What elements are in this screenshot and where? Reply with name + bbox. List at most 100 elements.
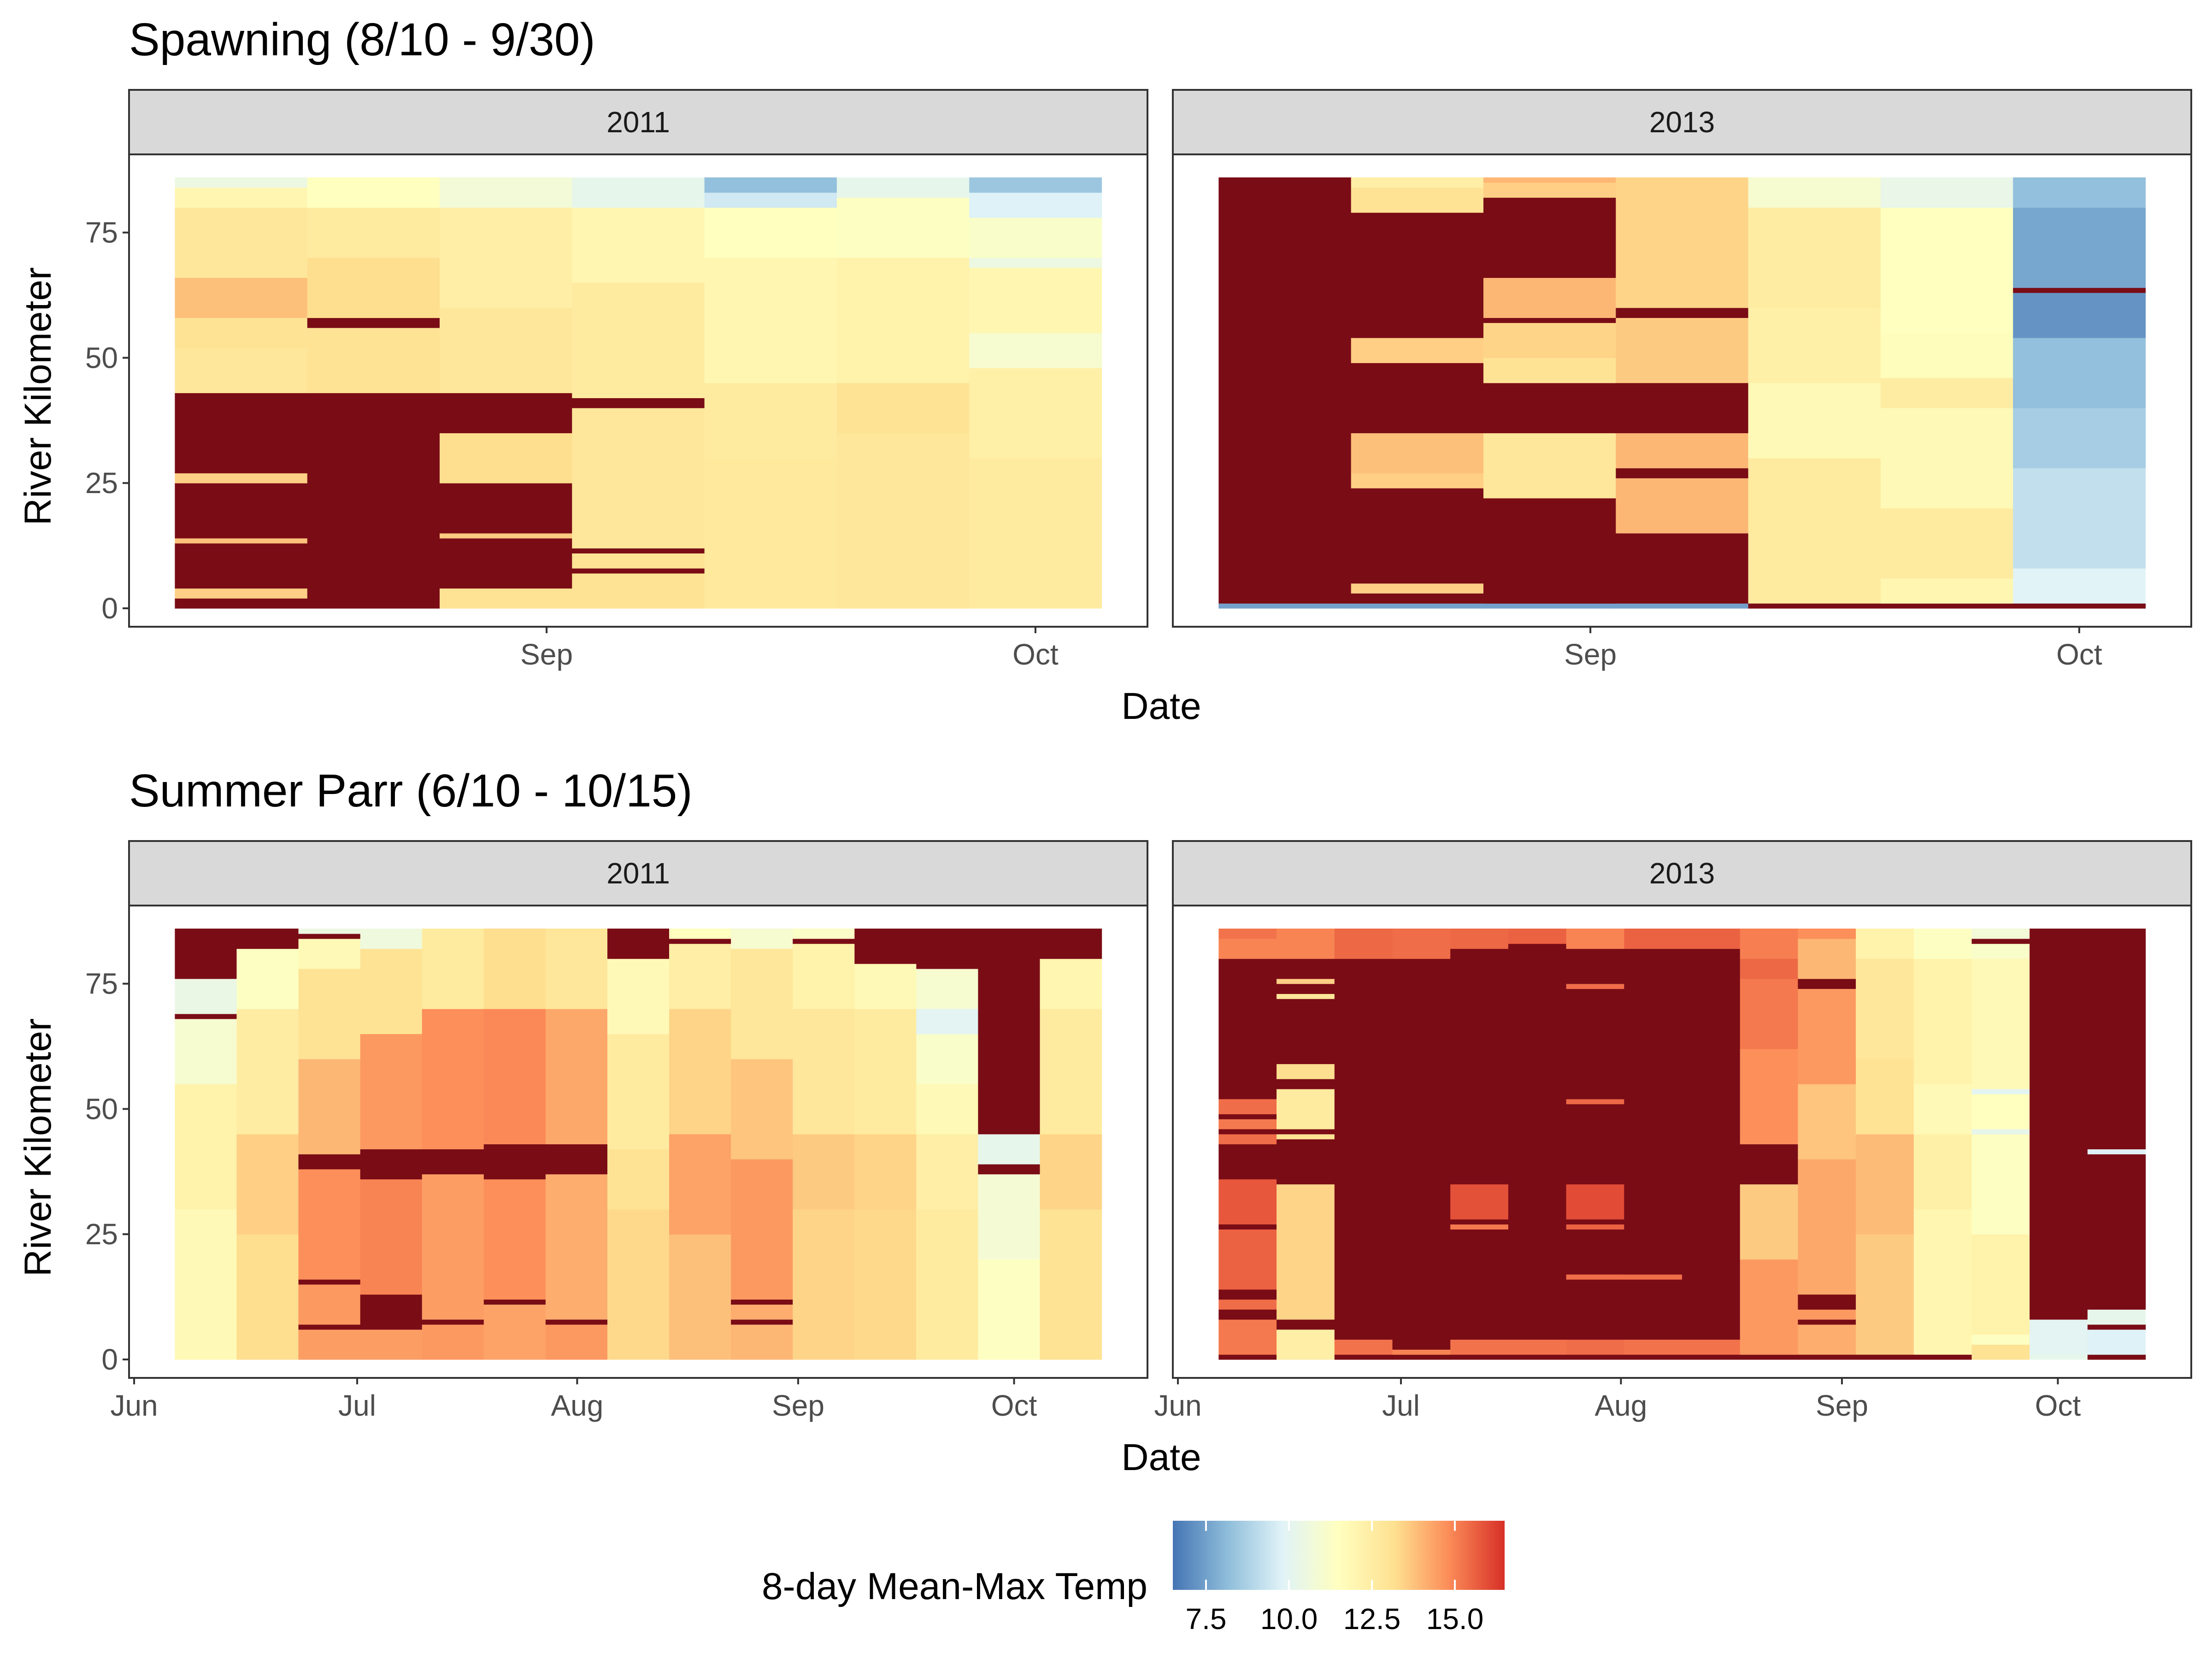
heat-cell (1566, 1354, 1624, 1360)
heat-cell (1483, 498, 1616, 599)
x-tick-label: Sep (1564, 638, 1617, 671)
heat-cell (1392, 1229, 1451, 1250)
heat-cell (298, 929, 361, 934)
heat-cell (731, 1319, 793, 1325)
heat-cell (704, 177, 837, 193)
heat-cell (175, 277, 308, 318)
legend-tick-label: 15.0 (1426, 1602, 1484, 1635)
heat-cell (669, 1234, 731, 1360)
heat-cell (1740, 959, 1798, 979)
heat-cell (969, 192, 1102, 218)
heat-cell (298, 1279, 361, 1285)
heat-cell (1450, 948, 1509, 1185)
heat-cell (572, 177, 705, 208)
heat-cell (1351, 488, 1484, 584)
heat-cell (704, 192, 837, 208)
heat-cell (793, 1134, 855, 1210)
heat-cell (1616, 603, 1749, 609)
heat-cell (1566, 1279, 1624, 1340)
heat-cell (793, 1209, 855, 1360)
heat-cell (422, 929, 484, 1009)
heat-cell (1616, 318, 1749, 383)
heat-cell (1218, 1229, 1277, 1290)
heat-cell (1740, 978, 1798, 1049)
heat-cell (1483, 382, 1616, 434)
heat-cell (1624, 1339, 1683, 1355)
panel-0-2013: 2013 Sep Oct (1172, 89, 2192, 671)
facet-strip (128, 840, 1148, 906)
heat-cell (236, 948, 299, 1009)
heat-cell (422, 1319, 484, 1325)
heat-cell (916, 1009, 978, 1034)
heat-cell (1218, 929, 1277, 939)
heat-cell (1450, 929, 1509, 949)
heat-cell (440, 483, 572, 534)
heat-cell (422, 1149, 484, 1165)
heat-cell (2013, 568, 2146, 604)
heat-cell (1682, 1339, 1741, 1355)
heat-cell (572, 553, 705, 569)
heat-cell (298, 1324, 361, 1330)
heat-cell (1218, 1224, 1277, 1230)
heat-cell (836, 433, 970, 609)
heat-cell (2013, 468, 2146, 569)
heat-cell (1913, 1134, 1972, 1210)
heat-cell (175, 1084, 237, 1210)
heat-cell (978, 1174, 1041, 1260)
heat-cell (545, 1319, 608, 1325)
heat-cell (1798, 929, 1856, 939)
heat-cell (1971, 1234, 2030, 1335)
heat-cell (1616, 533, 1749, 594)
heat-cell (1218, 1144, 1277, 1180)
heat-cell (1450, 1229, 1509, 1340)
x-tick-label: Sep (1816, 1389, 1868, 1422)
heat-cell (1880, 177, 2013, 208)
heat-cell (440, 307, 572, 394)
heat-cell (1277, 1184, 1335, 1320)
heat-cell (1880, 603, 2013, 609)
heat-cell (175, 207, 308, 278)
heat-cell (572, 282, 705, 398)
heat-cell (916, 1034, 978, 1084)
heat-cell (1798, 988, 1856, 1084)
heat-cell (969, 368, 1102, 459)
heat-cell (1334, 929, 1393, 959)
heat-cell (607, 1209, 670, 1360)
facet-strip (1172, 840, 2192, 906)
heat-cell (1483, 433, 1616, 499)
heat-cell (1483, 318, 1616, 323)
heat-cell (669, 929, 731, 939)
heat-cell (1218, 1179, 1277, 1224)
heat-cell (2013, 293, 2146, 338)
heat-cell (1351, 473, 1484, 488)
panel-1-2011: 2011 0 25 50 75 Jun Jul Aug Sep Oct (85, 840, 1148, 1422)
heat-cell (175, 318, 308, 348)
heat-cell (545, 1009, 608, 1145)
heat-cell (1798, 1084, 1856, 1159)
heat-cell (440, 207, 572, 308)
heat-cell (731, 929, 793, 949)
heat-cell (1856, 929, 1914, 959)
heat-cell (483, 1299, 546, 1305)
heat-cell (572, 568, 705, 574)
heat-cell (440, 393, 572, 434)
heat-cell (854, 1009, 917, 1135)
heat-cell (1483, 598, 1616, 604)
x-tick-label: Sep (520, 638, 573, 671)
heat-cell (1218, 1134, 1277, 1145)
heat-cell (1218, 938, 1277, 959)
heat-cell (2013, 288, 2146, 293)
heat-cell (1856, 1059, 1914, 1135)
heat-cell (1856, 959, 1914, 1059)
x-tick-label: Jul (1382, 1389, 1420, 1422)
heat-cell (360, 1329, 423, 1360)
heat-cell (1748, 458, 1881, 604)
heat-cell (1508, 1354, 1567, 1360)
heat-cell (175, 393, 308, 434)
heat-cell (1566, 1224, 1624, 1230)
heat-cell (704, 382, 837, 459)
heat-cell (1277, 1129, 1335, 1135)
heat-cell (1392, 959, 1451, 1230)
heat-cell (916, 969, 978, 1009)
heat-cell (175, 1018, 237, 1084)
